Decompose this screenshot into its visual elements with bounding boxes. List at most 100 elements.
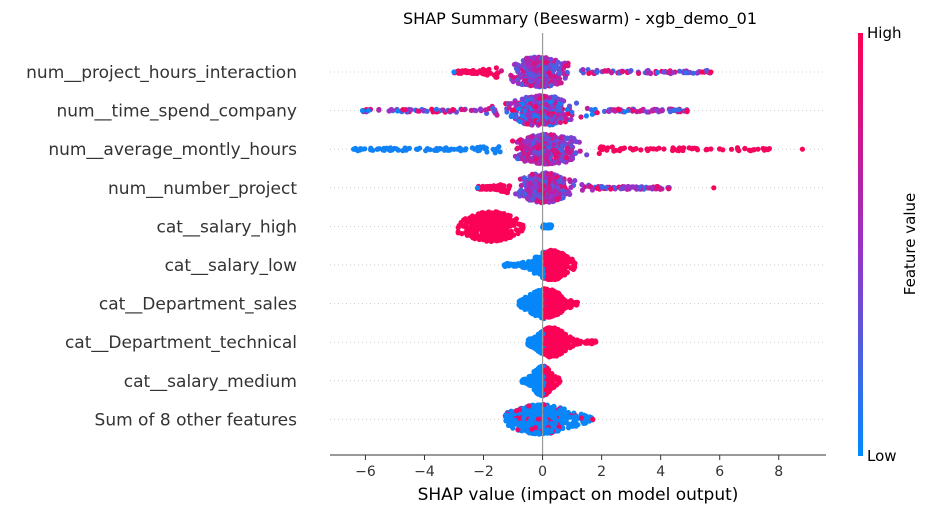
data-point (424, 108, 430, 114)
data-point (671, 146, 678, 152)
data-point (517, 301, 523, 307)
data-point (487, 214, 493, 220)
data-point (625, 184, 631, 190)
data-point (475, 224, 481, 230)
data-point (560, 188, 566, 194)
data-point (540, 191, 546, 197)
data-point (460, 223, 466, 229)
data-point (563, 154, 569, 160)
data-point (672, 107, 678, 113)
data-point (594, 69, 600, 75)
data-point (457, 145, 463, 151)
data-point (645, 185, 652, 191)
data-point (525, 112, 531, 118)
data-point (459, 106, 465, 113)
data-point (594, 185, 601, 191)
chart-title: SHAP Summary (Beeswarm) - xgb_demo_01 (403, 9, 757, 29)
data-point (473, 70, 479, 76)
data-point (534, 83, 540, 89)
outlier-point (475, 185, 481, 191)
data-point (606, 108, 612, 114)
data-point (538, 258, 545, 265)
data-point (527, 64, 533, 70)
data-point (542, 93, 548, 100)
data-point (667, 109, 673, 115)
data-point (532, 149, 538, 155)
data-point (508, 72, 514, 78)
data-point (526, 141, 532, 147)
data-point (556, 191, 562, 197)
data-point (545, 385, 551, 391)
data-point (535, 384, 541, 390)
data-point (522, 146, 528, 152)
data-point (548, 172, 555, 178)
outlier-point (593, 339, 599, 345)
data-point (440, 107, 446, 113)
data-point (677, 68, 683, 74)
data-point (522, 191, 528, 197)
data-point (525, 60, 531, 66)
data-point (558, 97, 565, 103)
outlier-point (501, 262, 507, 268)
data-point (548, 112, 554, 118)
data-point (632, 185, 639, 191)
data-point (482, 145, 488, 151)
data-point (526, 71, 533, 77)
data-point (580, 67, 586, 73)
data-point (638, 147, 644, 153)
data-point (518, 155, 525, 162)
feature-rows: num__project_hours_interactionnum__time_… (26, 63, 826, 430)
data-point (584, 152, 590, 158)
data-point (542, 341, 548, 347)
data-point (676, 148, 682, 154)
data-point (552, 64, 558, 70)
data-point (525, 298, 531, 305)
data-point (381, 146, 387, 152)
data-point (589, 187, 596, 193)
data-point (531, 270, 537, 276)
data-point (521, 264, 527, 271)
data-point (507, 223, 513, 229)
data-point (568, 303, 575, 309)
data-point (542, 367, 549, 373)
data-point (413, 146, 420, 152)
data-point (558, 80, 564, 86)
data-point (549, 117, 555, 123)
data-point (516, 137, 523, 143)
data-point (469, 145, 475, 151)
data-point (376, 107, 382, 113)
data-point (432, 147, 438, 153)
data-point (632, 146, 638, 152)
data-point (645, 147, 651, 154)
data-point (522, 78, 528, 84)
data-point (536, 181, 543, 188)
data-point (535, 145, 542, 151)
data-point (676, 107, 682, 113)
data-point (458, 70, 464, 76)
data-point (510, 218, 517, 224)
data-point (666, 69, 672, 75)
data-point (563, 116, 569, 122)
data-point (527, 189, 534, 195)
data-point (546, 354, 552, 360)
data-point (498, 210, 504, 217)
data-point (533, 258, 539, 264)
data-point (583, 113, 590, 119)
data-point (533, 254, 539, 260)
data-point (388, 106, 394, 113)
data-point (584, 340, 590, 346)
data-point (616, 107, 622, 113)
data-point (600, 184, 606, 190)
data-point (605, 145, 611, 151)
data-point (494, 70, 500, 76)
data-point (554, 251, 561, 257)
data-point (521, 62, 527, 68)
data-point (480, 70, 486, 76)
data-point (443, 145, 449, 151)
data-point (545, 346, 551, 352)
data-point (596, 150, 602, 157)
outlier-point (708, 69, 714, 75)
data-point (564, 135, 570, 142)
data-point (508, 228, 514, 234)
data-point (527, 180, 534, 186)
